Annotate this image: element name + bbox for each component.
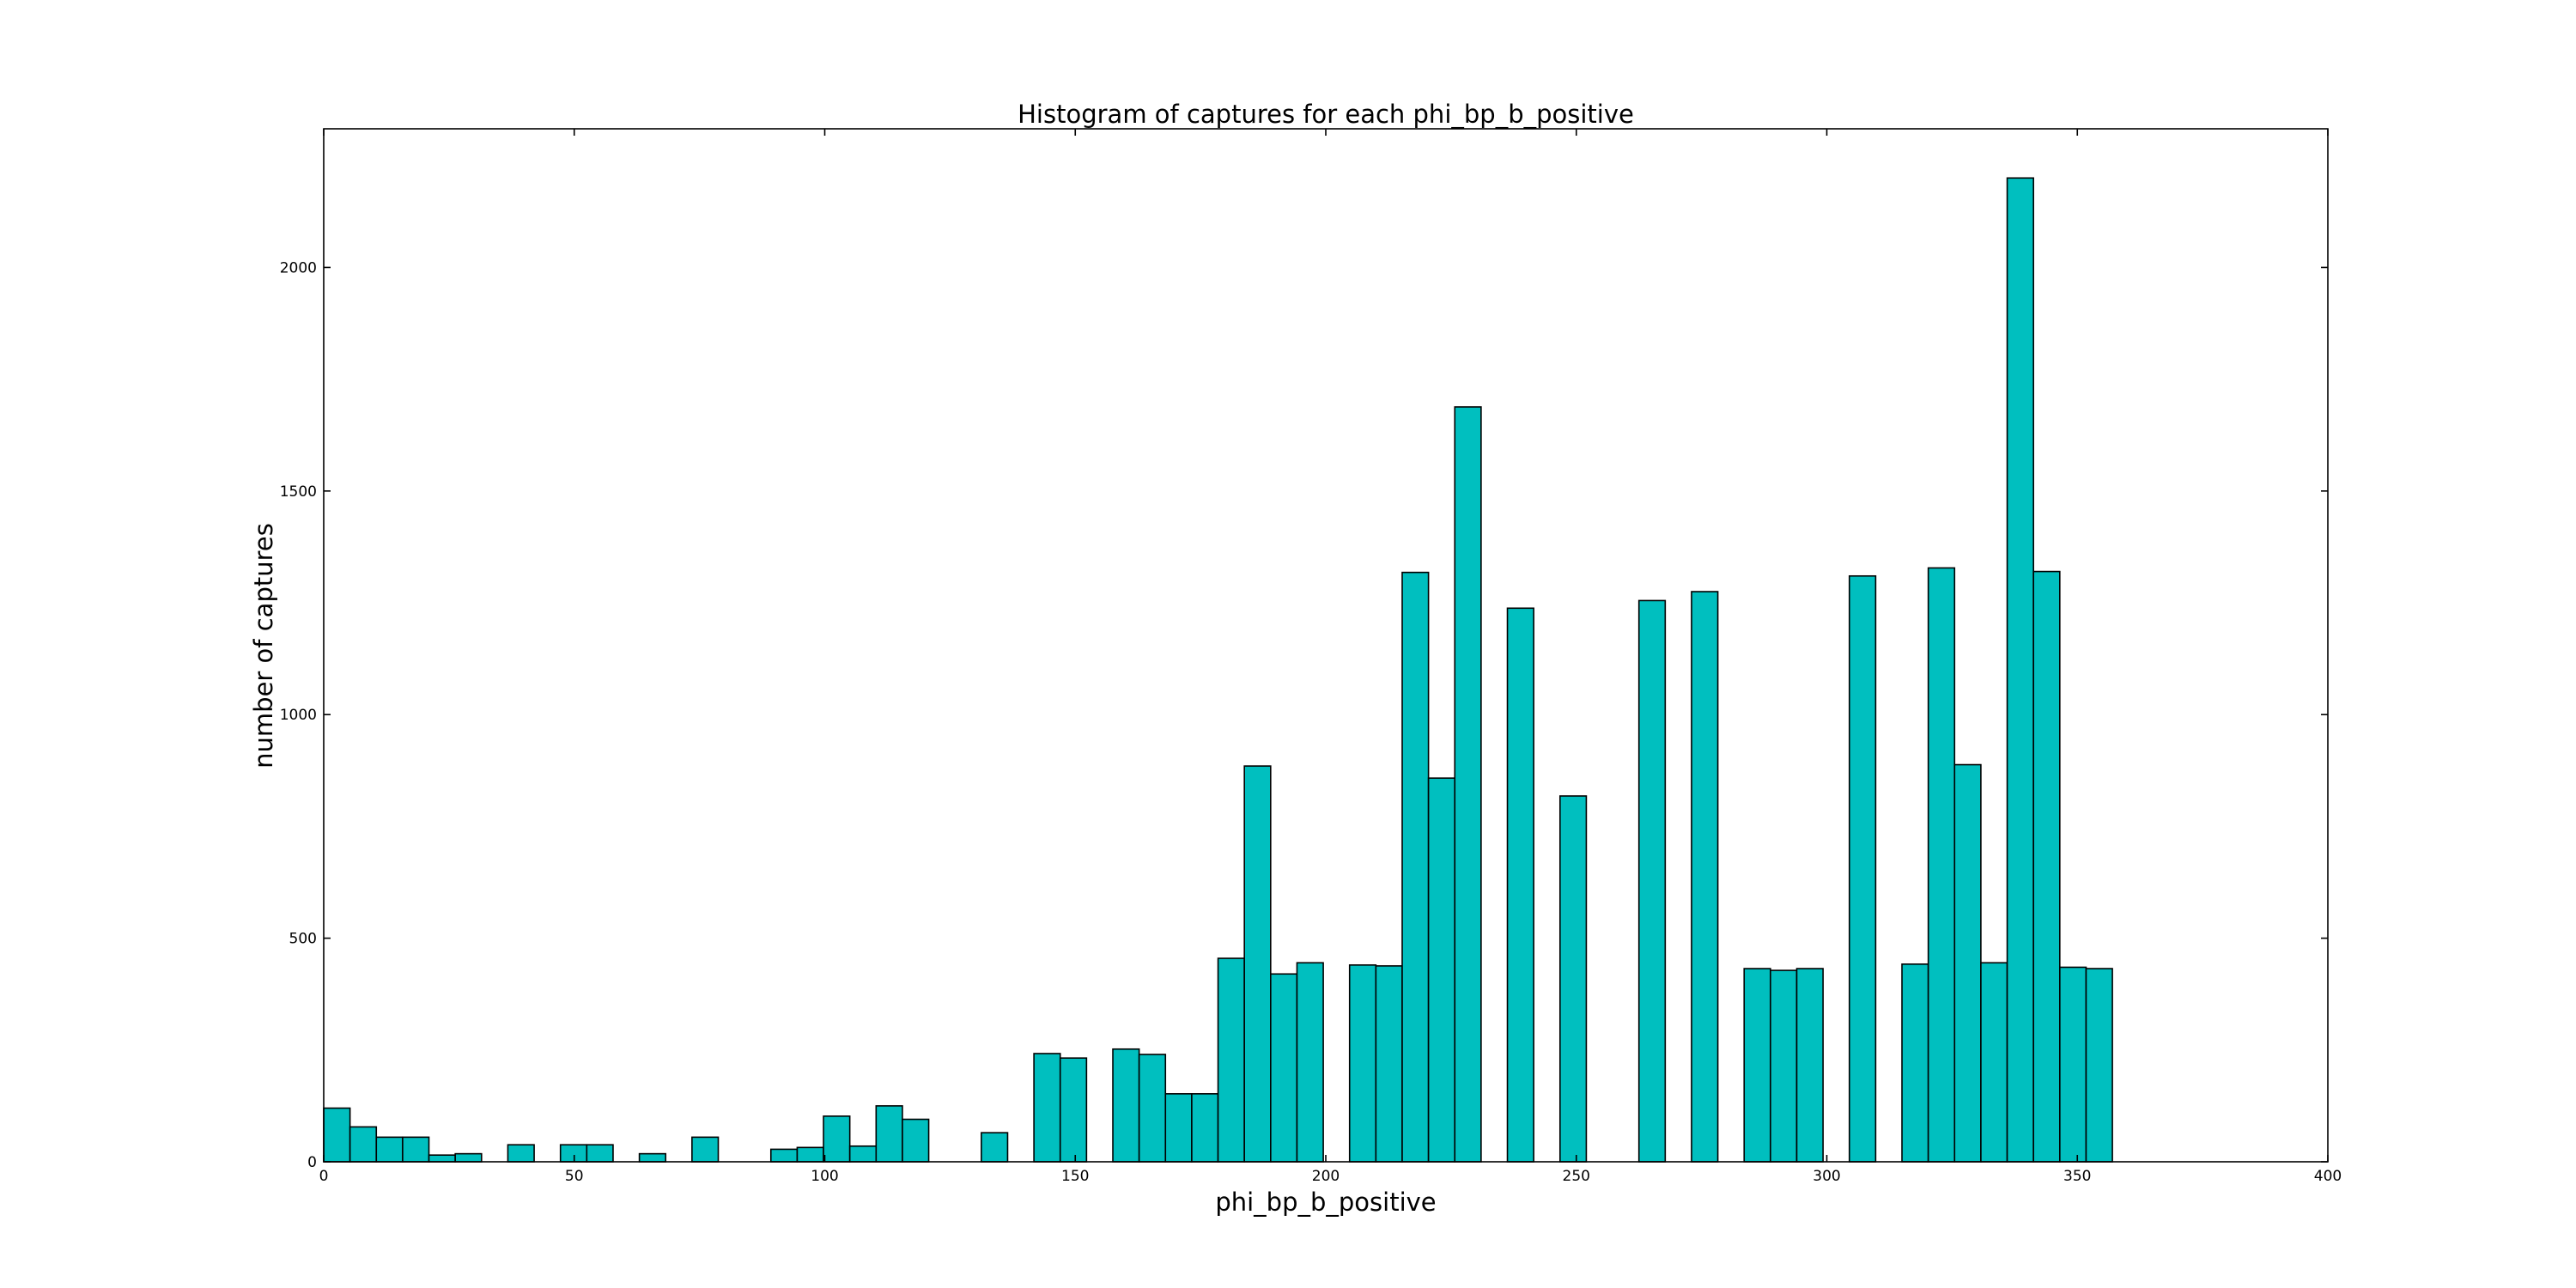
- histogram-bar: [2059, 966, 2087, 1163]
- histogram-bar: [1558, 795, 1588, 1163]
- histogram-bar: [428, 1154, 456, 1163]
- histogram-bar: [1033, 1053, 1061, 1163]
- histogram-bar: [1795, 968, 1824, 1163]
- histogram-bar: [1296, 962, 1324, 1163]
- x-tick-label: 50: [565, 1168, 584, 1185]
- x-tick-label: 250: [1563, 1168, 1590, 1185]
- histogram-bar: [1980, 962, 2008, 1163]
- histogram-bar: [981, 1132, 1009, 1163]
- histogram-bar: [1348, 964, 1377, 1163]
- x-tick-label: 150: [1061, 1168, 1089, 1185]
- histogram-bar: [823, 1115, 851, 1163]
- histogram-bar: [1637, 599, 1667, 1163]
- histogram-bar: [1454, 406, 1482, 1163]
- histogram-bar: [1901, 963, 1929, 1163]
- ticks-layer: 0 50 100 150 200 250 300 350 400 0 500 1000 1500 2000: [280, 129, 2342, 1185]
- histogram-bar: [875, 1105, 903, 1163]
- histogram-bar: [2006, 177, 2034, 1163]
- histogram-bar: [1112, 1048, 1140, 1163]
- histogram-bar: [691, 1136, 720, 1163]
- histogram-bar: [1691, 591, 1719, 1163]
- x-tick-label: 350: [2063, 1168, 2091, 1185]
- x-tick-label: 400: [2314, 1168, 2342, 1185]
- histogram-bar: [349, 1126, 378, 1163]
- y-tick-label: 500: [289, 931, 317, 948]
- x-tick-label: 300: [1813, 1168, 1840, 1185]
- histogram-bar: [1848, 574, 1877, 1163]
- histogram-bar: [796, 1146, 824, 1163]
- y-axis-label: number of captures: [249, 523, 278, 769]
- histogram-bar: [769, 1148, 799, 1163]
- x-tick-label: 100: [811, 1168, 838, 1185]
- histogram-bar: [2032, 570, 2061, 1163]
- histogram-bar: [2085, 968, 2113, 1163]
- histogram-bar: [1375, 965, 1403, 1163]
- histogram-bar: [1243, 765, 1272, 1163]
- histogram-bar: [586, 1144, 614, 1163]
- bars-layer: [323, 177, 2113, 1163]
- y-tick-label: 2000: [280, 259, 317, 276]
- histogram-bar: [1770, 969, 1798, 1163]
- histogram-bar: [1953, 763, 1982, 1163]
- histogram-bar: [1427, 777, 1456, 1163]
- histogram-bar: [1270, 973, 1298, 1163]
- histogram-bar: [1506, 607, 1534, 1163]
- x-tick-label: 0: [319, 1168, 329, 1185]
- histogram-bar: [454, 1152, 483, 1163]
- histogram-bar: [402, 1136, 430, 1163]
- histogram-bar: [902, 1118, 930, 1163]
- histogram-bar: [375, 1136, 404, 1163]
- y-tick-label: 1000: [280, 707, 317, 724]
- histogram-bar: [848, 1145, 878, 1163]
- histogram-bar: [638, 1152, 667, 1163]
- histogram-bar: [1164, 1093, 1193, 1163]
- histogram-bar: [1401, 571, 1430, 1163]
- histogram-bar: [507, 1144, 535, 1163]
- histogram-bar: [1743, 968, 1771, 1163]
- chart-title: Histogram of captures for each phi_bp_b_…: [1018, 100, 1634, 129]
- y-tick-label: 1500: [280, 483, 317, 501]
- x-tick-label: 200: [1312, 1168, 1340, 1185]
- histogram-bar: [1138, 1054, 1167, 1163]
- histogram-bar: [323, 1107, 351, 1163]
- histogram-bar: [1191, 1093, 1219, 1163]
- histogram-bar: [1927, 567, 1956, 1163]
- histogram-bar: [1217, 957, 1245, 1163]
- x-axis-label: phi_bp_b_positive: [1215, 1188, 1436, 1217]
- histogram-bar: [1059, 1057, 1088, 1163]
- y-tick-label: 0: [307, 1154, 317, 1171]
